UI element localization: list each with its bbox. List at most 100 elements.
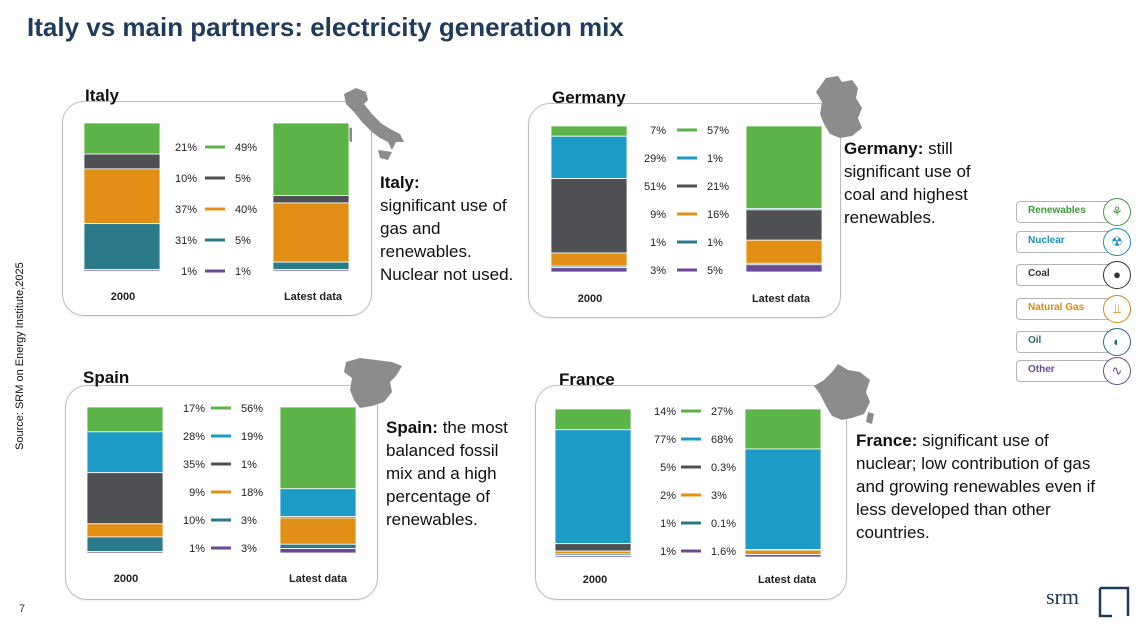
italy-bar-latest-natural-gas <box>272 202 350 263</box>
legend-item-renewables: Renewables ⚘ <box>1016 198 1131 226</box>
france-category-label: Latest data <box>758 574 817 586</box>
france-label-latest-nuclear: 68% <box>711 434 733 446</box>
italy-bar-latest-oil <box>272 261 350 270</box>
france-label-2000-oil: 1% <box>660 518 676 530</box>
spain-label-2000-natural-gas: 9% <box>189 487 205 499</box>
germany-category-label: Latest data <box>752 293 811 305</box>
france-bar-latest-renewables <box>744 408 822 450</box>
germany-bar-latest-renewables <box>745 125 823 209</box>
france-label-2000-coal: 5% <box>660 462 676 474</box>
coal-cart-icon: ● <box>1103 261 1131 289</box>
france-bar-2000-other <box>554 555 632 558</box>
germany-label-2000-coal: 51% <box>644 181 666 193</box>
spain-title: Spain <box>83 368 130 387</box>
wind-turbine-icon: ⚘ <box>1103 198 1131 226</box>
italy-label-2000-oil: 31% <box>175 235 197 247</box>
france-bar-2000-nuclear <box>554 429 632 545</box>
italy-label-latest-coal: 5% <box>235 173 251 185</box>
nuclear-plant-icon: ☢ <box>1103 228 1131 256</box>
oil-drop-icon: ◐ <box>1103 328 1131 356</box>
spain-bar-latest-oil <box>279 543 357 550</box>
spain-label-latest-coal: 1% <box>241 459 257 471</box>
germany-label-latest-coal: 21% <box>707 181 729 193</box>
spain-label-2000-other: 1% <box>189 543 205 555</box>
france-label-2000-other: 1% <box>660 546 676 558</box>
germany-label-2000-natural-gas: 9% <box>650 209 666 221</box>
italy-label-latest-natural-gas: 40% <box>235 204 257 216</box>
italy-bar-2000-coal <box>83 153 161 170</box>
legend-label: Oil <box>1028 335 1042 346</box>
france-label-latest-coal: 0.3% <box>711 462 736 474</box>
france-bar-latest-nuclear <box>744 448 822 550</box>
spain-label-2000-renewables: 17% <box>183 403 205 415</box>
legend-item-coal: Coal ● <box>1016 261 1131 289</box>
france-map-icon <box>814 364 874 424</box>
germany-label-latest-nuclear: 1% <box>707 153 723 165</box>
italy-title: Italy <box>85 86 120 105</box>
france-description: France: significant use of nuclear; low … <box>856 431 1096 542</box>
italy-bar-latest-coal <box>272 195 350 204</box>
spain-category-label: Latest data <box>289 573 348 585</box>
spain-bar-2000-oil <box>86 536 164 552</box>
italy-category-label: Latest data <box>284 291 343 303</box>
spain-label-latest-natural-gas: 18% <box>241 487 263 499</box>
germany-title: Germany <box>552 88 626 107</box>
germany-bar-2000-natural-gas <box>550 252 628 267</box>
france-bar-2000-coal <box>554 543 632 552</box>
legend-item-nuclear: Nuclear ☢ <box>1016 228 1131 256</box>
legend-item-other: Other ∿ <box>1016 357 1131 385</box>
spain-bar-2000-coal <box>86 472 164 525</box>
france-label-latest-other: 1.6% <box>711 546 736 558</box>
italy-label-latest-other: 1% <box>235 266 251 278</box>
germany-category-label: 2000 <box>578 293 602 305</box>
spain-label-2000-nuclear: 28% <box>183 431 205 443</box>
france-label-latest-renewables: 27% <box>711 406 733 418</box>
italy-label-2000-coal: 10% <box>175 173 197 185</box>
spain-label-2000-oil: 10% <box>183 515 205 527</box>
italy-bar-2000-oil <box>83 223 161 270</box>
legend-label: Nuclear <box>1028 235 1065 246</box>
germany-label-2000-other: 3% <box>650 265 666 277</box>
legend-label: Other <box>1028 364 1055 375</box>
legend-label: Coal <box>1028 268 1050 279</box>
spain-map-icon <box>344 358 402 408</box>
italy-bar-2000-natural-gas <box>83 168 161 225</box>
legend-label: Natural Gas <box>1028 302 1085 313</box>
france-category-label: 2000 <box>583 574 607 586</box>
legend-item-oil: Oil ◐ <box>1016 328 1131 356</box>
france-label-latest-natural-gas: 3% <box>711 490 727 502</box>
spain-label-latest-nuclear: 19% <box>241 431 263 443</box>
spain-label-latest-other: 3% <box>241 543 257 555</box>
germany-map-icon <box>816 76 862 138</box>
france-bar-2000-renewables <box>554 408 632 431</box>
germany-label-latest-other: 5% <box>707 265 723 277</box>
france-bar-2000-natural-gas <box>554 550 632 555</box>
italy-map-icon <box>344 88 404 160</box>
italy-description: Italy: significant use of gas and renewab… <box>380 173 514 284</box>
italy-bar-2000-other <box>83 269 161 272</box>
germany-label-2000-oil: 1% <box>650 237 666 249</box>
germany-description: Germany: still significant use of coal a… <box>844 139 971 227</box>
germany-bar-2000-other <box>550 267 628 273</box>
germany-label-2000-renewables: 7% <box>650 125 666 137</box>
srm-logo-mark <box>1098 586 1130 618</box>
germany-bar-2000-renewables <box>550 125 628 137</box>
srm-logo: srm <box>1046 584 1079 609</box>
italy-label-latest-oil: 5% <box>235 235 251 247</box>
page-title: Italy vs main partners: electricity gene… <box>27 12 624 42</box>
spain-bar-latest-other <box>279 548 357 554</box>
germany-label-latest-renewables: 57% <box>707 125 729 137</box>
spain-label-latest-oil: 3% <box>241 515 257 527</box>
italy-bar-latest-renewables <box>272 122 350 196</box>
france-title: France <box>559 370 615 389</box>
france-bar-latest-other <box>744 554 822 558</box>
france-label-2000-renewables: 14% <box>654 406 676 418</box>
spain-label-latest-renewables: 56% <box>241 403 263 415</box>
legend-item-natural-gas: Natural Gas ⫫ <box>1016 295 1131 323</box>
germany-label-2000-nuclear: 29% <box>644 153 666 165</box>
france-label-2000-nuclear: 77% <box>654 434 676 446</box>
france-label-2000-natural-gas: 2% <box>660 490 676 502</box>
germany-bar-latest-coal <box>745 209 823 241</box>
italy-label-2000-natural-gas: 37% <box>175 204 197 216</box>
